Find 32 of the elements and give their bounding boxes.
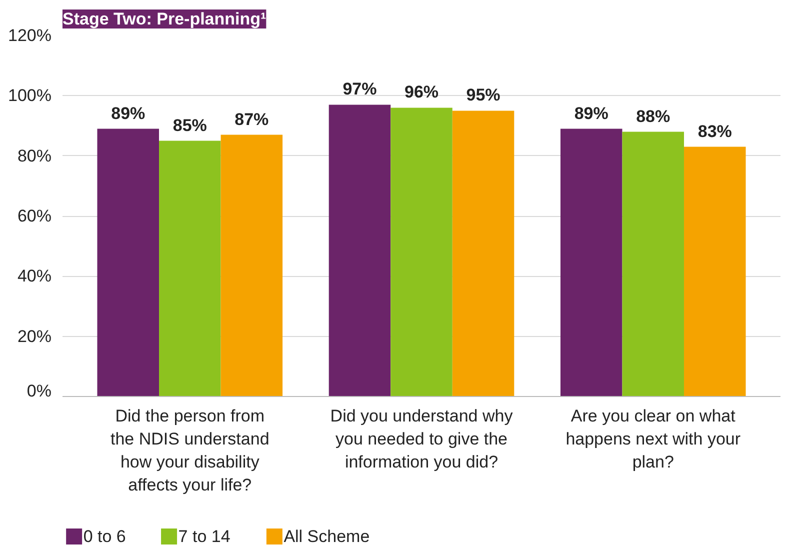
bar: [622, 132, 684, 396]
y-tick-label: 60%: [17, 206, 52, 226]
y-tick-label: 100%: [8, 86, 52, 106]
data-label: 89%: [111, 104, 146, 123]
legend-label: All Scheme: [284, 527, 370, 546]
y-tick-label: 40%: [17, 266, 52, 286]
bar: [159, 140, 221, 396]
data-label: 96%: [404, 82, 439, 102]
data-label: 83%: [698, 122, 732, 141]
x-tick-label: Did the person from the NDIS understand how your disability affects your life?: [110, 406, 270, 494]
legend-label: 0 to 6: [83, 527, 126, 546]
data-label: 89%: [574, 104, 608, 123]
data-label: 85%: [172, 116, 207, 135]
x-tick-label: Are you clear on what happens next with your plan?: [566, 406, 741, 472]
x-tick-label: Did you understand why you needed to give the information you did?: [330, 406, 514, 472]
y-tick-label: 0%: [26, 382, 52, 400]
bar: [328, 104, 391, 396]
data-label: 87%: [234, 110, 269, 129]
legend-label: 7 to 14: [178, 527, 230, 546]
data-label: 88%: [636, 106, 670, 126]
y-tick-label: 20%: [17, 326, 52, 346]
bar: [684, 146, 746, 396]
data-label: 97%: [342, 80, 377, 99]
bar: [97, 128, 160, 396]
data-label: 95%: [466, 86, 500, 105]
chart-title: Stage Two: Pre-planning¹: [62, 10, 267, 28]
bar: [452, 110, 514, 396]
bar: [560, 128, 622, 396]
y-tick-label: 120%: [8, 26, 52, 45]
y-tick-label: 80%: [17, 146, 52, 166]
bar: [390, 108, 452, 396]
bar: [220, 134, 283, 396]
